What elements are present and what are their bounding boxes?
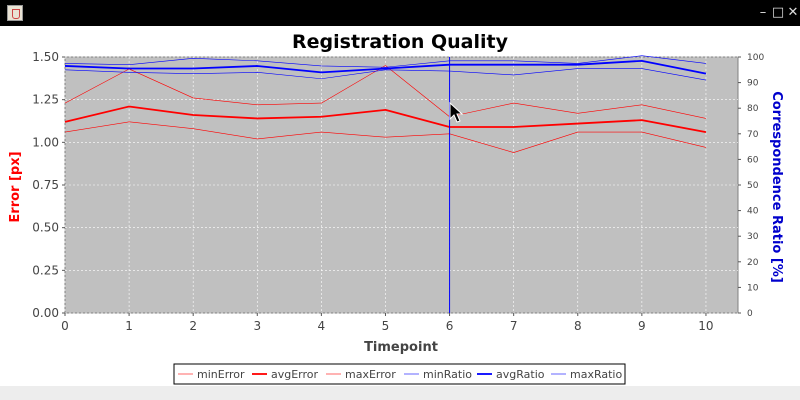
- legend-label-maxRatio: maxRatio: [570, 368, 622, 381]
- y-axis-left-label: Error [px]: [8, 151, 23, 222]
- series-line-maxRatio: [64, 55, 706, 68]
- x-tick-label: 3: [253, 319, 261, 333]
- y-right-tick-label: 30: [747, 232, 759, 242]
- x-tick-label: 2: [189, 319, 197, 333]
- y-left-tick-label: 1.25: [32, 93, 59, 107]
- x-tick-label: 6: [446, 319, 454, 333]
- window-titlebar[interactable]: – □ ✕: [0, 0, 800, 26]
- y-left-tick-label: 1.00: [32, 135, 59, 149]
- legend: minError avgError maxError minRatio avgRatio…: [178, 368, 622, 381]
- y-right-tick-label: 0: [747, 309, 753, 319]
- series-line-minRatio: [64, 68, 707, 81]
- x-tick-label: 9: [638, 319, 646, 333]
- x-tick-label: 8: [574, 319, 582, 333]
- maximize-icon[interactable]: □: [771, 5, 785, 20]
- y-right-tick-label: 10: [747, 283, 759, 293]
- y-right-tick-label: 40: [747, 207, 759, 217]
- java-cup-icon[interactable]: [7, 5, 23, 21]
- y-left-tick-label: 1.50: [32, 50, 59, 64]
- x-tick-label: 0: [61, 319, 69, 333]
- y-right-tick-label: 60: [747, 155, 759, 165]
- legend-label-minError: minError: [197, 368, 245, 381]
- y-right-tick-label: 20: [747, 258, 759, 268]
- legend-box: [173, 363, 626, 385]
- minimize-icon[interactable]: –: [759, 5, 767, 20]
- series-line-avgError: [64, 105, 707, 133]
- x-tick-label: 10: [698, 319, 713, 333]
- y-left-tick-label: 0.00: [32, 306, 59, 320]
- y-right-tick-label: 50: [747, 181, 759, 191]
- series-line-avgRatio: [64, 59, 707, 75]
- x-tick-label: 7: [510, 319, 518, 333]
- series-line-maxError: [64, 65, 707, 119]
- legend-label-avgRatio: avgRatio: [496, 368, 545, 381]
- x-axis-label: Timepoint: [364, 340, 438, 355]
- y-right-tick-label: 90: [747, 79, 759, 89]
- mouse-cursor-icon: [449, 101, 464, 123]
- axes-layer: 0 1 2 3 4 5 6 7 8 9 10 0.00 0.25 0.50 0.75 1.00 1.25 1.50…: [32, 50, 764, 333]
- series-layer: [64, 55, 707, 153]
- y-axis-right-label: Correspondence Ratio [%]: [769, 91, 784, 283]
- series-line-minError: [64, 121, 707, 153]
- y-right-tick-label: 100: [747, 53, 764, 63]
- window-bottom-strip: [0, 386, 800, 400]
- y-right-tick-label: 80: [747, 104, 759, 114]
- legend-label-minRatio: minRatio: [423, 368, 472, 381]
- chart-title: Registration Quality: [292, 31, 509, 53]
- x-tick-label: 5: [382, 319, 390, 333]
- legend-label-maxError: maxError: [345, 368, 396, 381]
- x-tick-label: 4: [318, 319, 326, 333]
- y-left-tick-label: 0.75: [32, 178, 59, 192]
- y-right-tick-label: 70: [747, 130, 759, 140]
- x-tick-label: 1: [125, 319, 133, 333]
- legend-label-avgError: avgError: [271, 368, 319, 381]
- close-icon[interactable]: ✕: [787, 5, 799, 20]
- y-left-tick-label: 0.50: [32, 221, 59, 235]
- y-left-tick-label: 0.25: [32, 263, 59, 277]
